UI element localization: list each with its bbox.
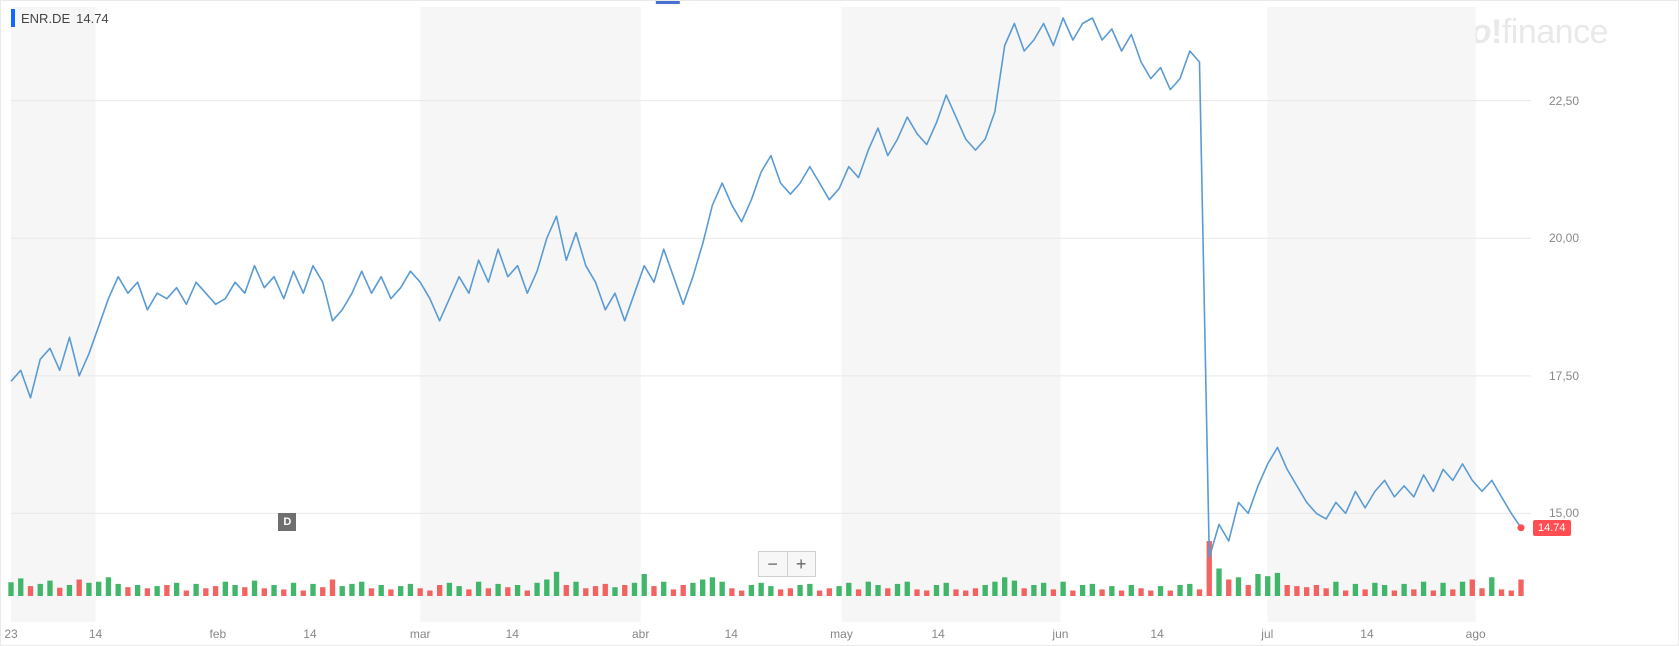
interval-badge[interactable]: D — [278, 513, 296, 531]
zoom-out-button[interactable]: − — [759, 552, 787, 576]
ticker-last-price: 14.74 — [76, 11, 109, 26]
last-price-tag: 14.74 — [1533, 520, 1571, 536]
ticker-color-bar — [11, 9, 15, 27]
ticker-symbol: ENR.DE — [21, 11, 70, 26]
zoom-in-button[interactable]: + — [787, 552, 815, 576]
zoom-controls: − + — [758, 551, 816, 577]
ticker-badge: ENR.DE 14.74 — [11, 9, 109, 27]
chart-canvas[interactable] — [1, 1, 1678, 645]
stock-chart: ENR.DE 14.74 yahoo!finance D − + 14.74 1… — [0, 0, 1679, 646]
